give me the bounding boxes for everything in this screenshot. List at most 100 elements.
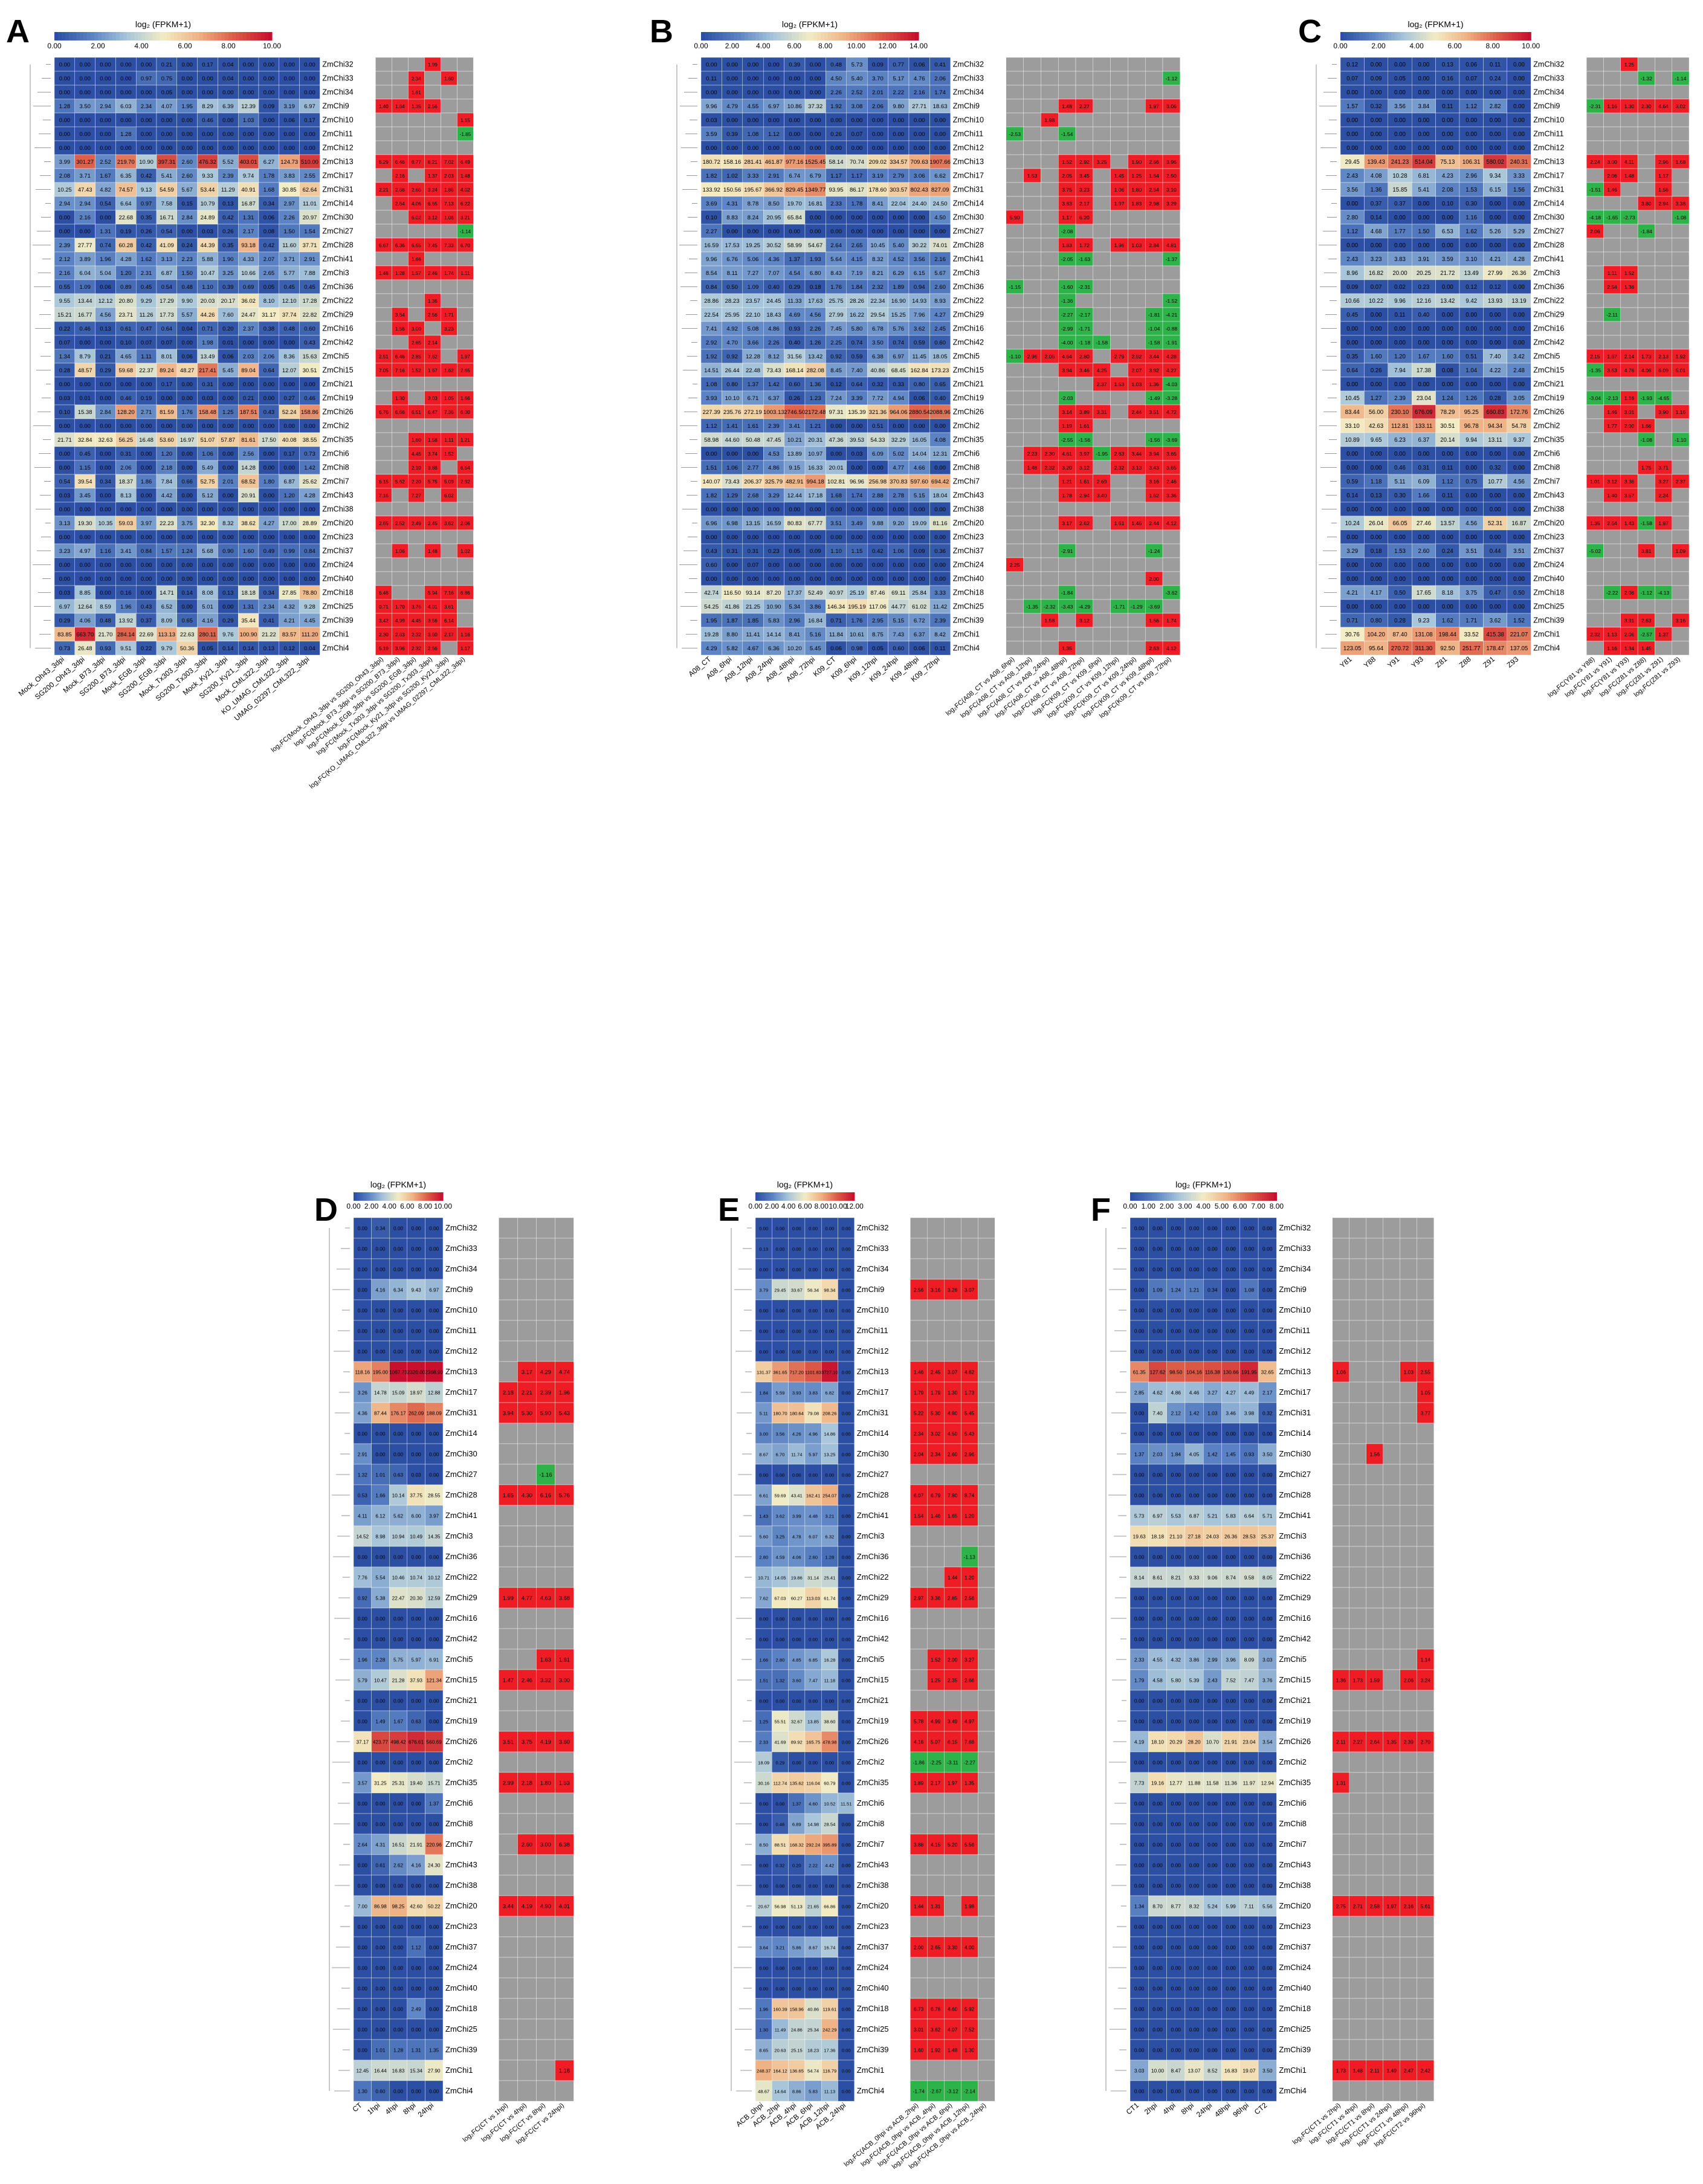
legend-swatch — [777, 32, 781, 40]
cell-value-label: 0.03 — [706, 117, 717, 124]
cell-value-label: 4.33 — [243, 256, 254, 263]
fc-cell — [441, 224, 457, 239]
cell-value-label: 42.74 — [704, 590, 719, 596]
cell-value-label: 6.27 — [263, 159, 274, 166]
fc-cell — [1058, 502, 1076, 517]
fc-value-label: 8.21 — [428, 160, 438, 165]
cell-value-label: 6.64 — [120, 201, 131, 207]
cell-value-label: 6.97 — [429, 1288, 439, 1293]
cell-value-label: 10.94 — [392, 1534, 405, 1540]
cell-value-label: 1003.13 — [763, 409, 784, 416]
cell-value-label: 2.06 — [120, 465, 131, 471]
cell-value-label: 580.02 — [1486, 159, 1504, 166]
fc-value-label: -1.12 — [1166, 76, 1178, 82]
fc-cell — [1041, 251, 1059, 267]
fc-cell — [1672, 446, 1690, 461]
fc-cell — [1637, 335, 1655, 350]
fc-cell — [375, 446, 392, 461]
cell-value-label: 0.06 — [914, 395, 925, 402]
cell-value-label: 1.06 — [893, 548, 904, 555]
cell-value-label: 4.65 — [120, 354, 131, 360]
cell-value-label: 95.25 — [1464, 409, 1479, 416]
cell-value-label: 303.57 — [890, 187, 907, 193]
cell-value-label: 78.29 — [1440, 409, 1455, 416]
cell-value-label: 12.44 — [787, 493, 803, 499]
cell-value-label: 0.00 — [393, 1452, 403, 1458]
cell-value-label: 1.04 — [1465, 367, 1477, 374]
fc-cell — [1023, 502, 1041, 517]
cell-value-label: 0.80 — [1371, 618, 1382, 624]
cell-value-label: 14.93 — [912, 298, 926, 305]
legend-swatch — [163, 32, 167, 40]
cell-value-label: 18.04 — [933, 493, 948, 499]
fc-value-label: 2.64 — [395, 201, 405, 207]
fc-value-label: 1.83 — [1131, 201, 1142, 207]
fc-cell — [1586, 599, 1604, 614]
cell-value-label: 1.96 — [100, 256, 111, 263]
cell-value-label: 0.06 — [1465, 62, 1477, 68]
fc-value-label: -2.11 — [1606, 312, 1618, 318]
cell-value-label: 2.71 — [141, 409, 152, 416]
fc-cell — [441, 112, 457, 128]
fc-value-label: 2.65 — [379, 521, 389, 526]
fc-cell — [441, 460, 457, 475]
fc-cell — [392, 571, 409, 586]
fc-value-label: 3.57 — [1624, 493, 1635, 499]
cell-value-label: 0.00 — [1513, 117, 1525, 124]
fc-cell — [1023, 57, 1041, 72]
fc-cell — [1023, 307, 1041, 322]
cell-value-label: 22.10 — [746, 312, 760, 318]
cell-value-label: 96.96 — [850, 479, 864, 485]
cell-value-label: 0.00 — [283, 423, 294, 430]
cell-value-label: 5.41 — [1418, 187, 1430, 193]
fc-cell — [1603, 224, 1621, 239]
cell-value-label: 0.00 — [1513, 604, 1525, 610]
cell-value-label: 0.48 — [100, 618, 111, 624]
cell-value-label: 6.97 — [304, 103, 315, 110]
cell-value-label: 0.22 — [141, 645, 152, 652]
cell-value-label: 1.37 — [789, 256, 800, 263]
cell-value-label: 7.94 — [1394, 367, 1406, 374]
cell-value-label: 40.97 — [829, 590, 844, 596]
cell-value-label: 482.91 — [786, 479, 803, 485]
cell-value-label: 0.06 — [263, 215, 274, 221]
cell-value-label: 0.42 — [222, 215, 233, 221]
fc-cell — [1655, 71, 1672, 86]
cell-value-label: 0.00 — [789, 131, 800, 138]
cell-value-label: 0.22 — [59, 326, 70, 332]
legend-swatch — [1527, 32, 1531, 40]
fc-cell — [1058, 57, 1076, 72]
cell-value-label: 139.43 — [1367, 159, 1385, 166]
fc-value-label: 4.02 — [460, 187, 470, 193]
fc-cell — [441, 126, 457, 141]
fc-cell — [408, 529, 425, 544]
cell-value-label: 7.43 — [893, 632, 904, 638]
fc-cell — [392, 279, 409, 294]
cell-value-label: 0.00 — [1490, 326, 1501, 332]
row-label: ZmChi20 — [953, 519, 984, 528]
fc-cell — [1110, 251, 1128, 267]
row-label: ZmChi7 — [953, 477, 980, 486]
legend-swatch — [1369, 32, 1373, 40]
legend-tick: 8.00 — [818, 42, 833, 50]
cell-value-label: 5.04 — [100, 270, 111, 277]
cell-value-label: 8.43 — [830, 270, 842, 277]
cell-value-label: 3.33 — [934, 590, 946, 596]
fc-value-label: 2.06 — [460, 521, 470, 526]
cell-value-label: 0.00 — [59, 62, 70, 68]
row-label: ZmChi39 — [1533, 616, 1564, 625]
fc-cell — [1041, 140, 1059, 155]
cell-value-label: 4.56 — [100, 312, 111, 318]
cell-value-label: 21.70 — [99, 632, 113, 638]
fc-cell — [1023, 390, 1041, 405]
cell-value-label: 1.26 — [1465, 395, 1477, 402]
fc-cell — [1075, 376, 1093, 392]
legend-swatch — [1486, 32, 1490, 40]
row-label: ZmChi29 — [1533, 311, 1564, 319]
fc-cell — [1006, 85, 1024, 100]
legend-swatch — [1343, 32, 1348, 40]
fc-cell — [1041, 418, 1059, 433]
fc-cell — [1637, 237, 1655, 253]
row-label: ZmChi9 — [953, 102, 980, 111]
fc-cell — [1672, 571, 1690, 586]
